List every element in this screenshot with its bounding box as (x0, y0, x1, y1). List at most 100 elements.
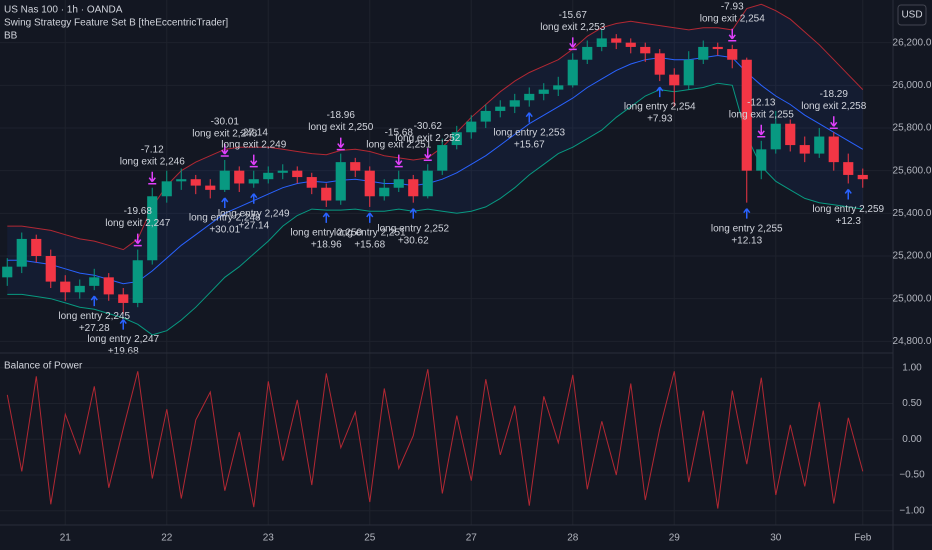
currency-button[interactable] (897, 4, 927, 26)
candle-body (538, 89, 549, 94)
candle-body (190, 179, 201, 186)
candle-body (596, 38, 607, 47)
indicator-name: BB (4, 31, 18, 42)
exit-arrow (133, 233, 142, 247)
exit-arrow (249, 154, 258, 168)
candle-body (176, 179, 187, 182)
entry-profit: +18.96 (311, 240, 342, 251)
entry-profit: +30.62 (398, 235, 429, 246)
entry-profit: +12.13 (731, 235, 762, 246)
strategy-name: Swing Strategy Feature Set B [theEccentr… (4, 18, 228, 29)
exit-arrow (728, 28, 737, 42)
y-tick-label: 25,200.0 (893, 251, 932, 262)
entry-profit: +7.93 (647, 114, 673, 125)
y-tick-label: 0.50 (902, 398, 922, 409)
candle-body (364, 170, 375, 197)
exit-profit: -15.67 (559, 10, 588, 21)
x-tick-label: 29 (669, 533, 681, 544)
entry-profit: +30.01 (209, 225, 240, 236)
candle-body (205, 185, 216, 190)
candle-body (553, 85, 564, 90)
candle-body (640, 46, 651, 54)
entry-label: long entry 2,255 (711, 223, 783, 234)
candle-body (45, 256, 56, 282)
entry-label: long entry 2,250 (290, 228, 362, 239)
entry-label: long entry 2,247 (87, 334, 159, 345)
candle-body (132, 260, 143, 303)
candle-body (756, 149, 767, 171)
entry-label: long entry 2,245 (58, 311, 130, 322)
candle-body (219, 170, 230, 190)
entry-arrow (366, 212, 374, 223)
exit-label: long exit 2,247 (105, 218, 170, 229)
candle-body (814, 136, 825, 154)
exit-label: long exit 2,252 (395, 133, 460, 144)
x-tick-label: 30 (770, 533, 782, 544)
candle-body (161, 181, 172, 197)
entry-arrow (250, 193, 258, 204)
exit-label: long exit 2,250 (308, 122, 373, 133)
exit-label: long exit 2,254 (700, 13, 765, 24)
x-tick-label: 25 (364, 533, 376, 544)
y-tick-label: 25,000.0 (893, 293, 932, 304)
candle-body (321, 187, 332, 201)
entry-label: long entry 2,253 (493, 127, 565, 138)
band-lower (7, 82, 863, 336)
candle-body (480, 110, 491, 122)
exit-arrow (423, 148, 432, 162)
entry-arrow (90, 295, 98, 307)
candle-body (277, 170, 288, 173)
candle-body (712, 46, 723, 50)
entry-arrow (119, 319, 127, 330)
candle-body (741, 59, 752, 171)
currency-label[interactable]: USD (901, 10, 922, 21)
y-tick-label: 25,600.0 (893, 165, 932, 176)
candle-body (248, 179, 259, 184)
bop-line (6, 369, 864, 509)
candle-body (89, 277, 100, 286)
y-tick-label: 26,000.0 (893, 80, 932, 91)
entry-profit: +27.28 (79, 323, 110, 334)
candle-body (408, 179, 419, 197)
y-tick-label: 1.00 (902, 362, 922, 373)
candle-body (350, 162, 361, 171)
candle-body (683, 59, 694, 86)
exit-profit: -27.14 (240, 127, 269, 138)
y-tick-label: 26,200.0 (893, 37, 932, 48)
candle-body (234, 170, 245, 184)
x-tick-label: 28 (567, 533, 579, 544)
candle-body (857, 174, 868, 180)
candle-body (727, 49, 738, 60)
candle-body (567, 59, 578, 86)
entry-profit: +15.68 (354, 240, 385, 251)
entry-arrow (525, 112, 533, 123)
candle-body (654, 53, 665, 75)
entry-label: long entry 2,248 (189, 213, 261, 224)
entry-label: long entry 2,251 (334, 228, 406, 239)
entry-label: long entry 2,254 (624, 102, 696, 113)
candle-body (118, 294, 129, 303)
candle-body (147, 196, 158, 261)
exit-profit: -15.68 (385, 127, 414, 138)
exit-arrow (148, 171, 157, 185)
candle-body (611, 38, 622, 43)
candle-body (828, 136, 839, 163)
exit-profit: -7.93 (721, 1, 744, 12)
candle-body (437, 145, 448, 171)
exit-arrow (568, 37, 577, 51)
candle-body (263, 172, 274, 180)
exit-profit: -19.68 (124, 206, 153, 217)
y-tick-label: −1.00 (899, 505, 925, 516)
exit-profit: -30.01 (211, 117, 240, 128)
exit-arrow (829, 116, 838, 130)
y-tick-label: −0.50 (899, 470, 925, 481)
entry-arrow (322, 212, 330, 223)
x-tick-label: Feb (854, 533, 872, 544)
candle-body (74, 285, 85, 293)
candle-body (625, 42, 636, 47)
exit-arrow (336, 137, 345, 151)
candle-body (466, 121, 477, 133)
candle-body (843, 162, 854, 175)
entry-profit: +15.67 (514, 139, 545, 150)
